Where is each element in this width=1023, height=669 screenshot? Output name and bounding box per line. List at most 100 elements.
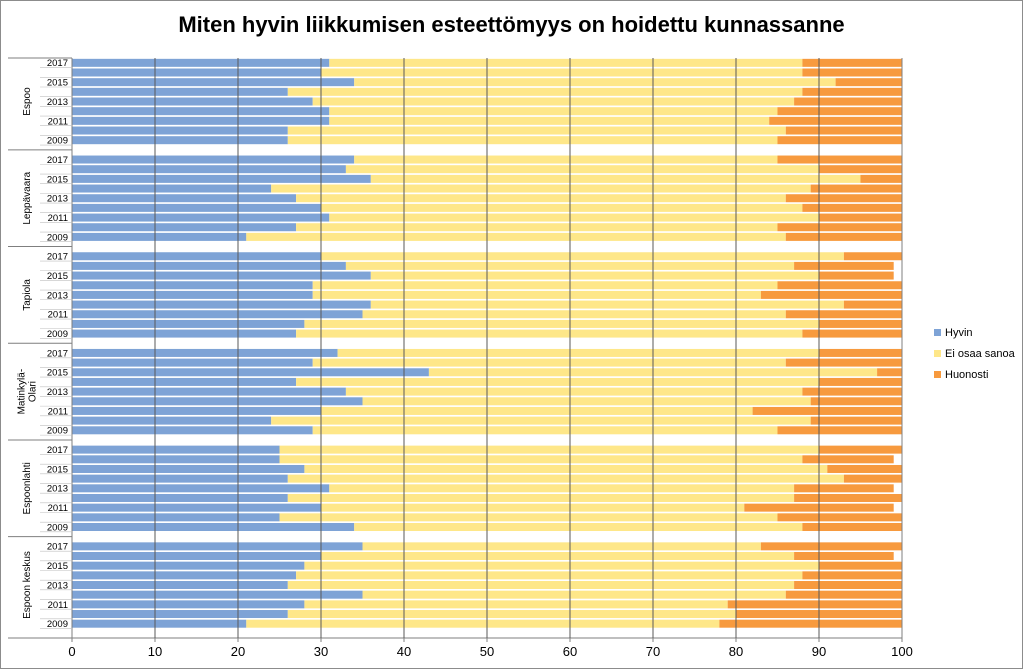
bar-huonosti: [843, 252, 902, 261]
bar-hyvin: [72, 203, 321, 212]
grid-lines: [154, 58, 903, 638]
bar-huonosti: [752, 406, 902, 415]
bar-huonosti: [819, 319, 902, 328]
bar-ei-osaa-sanoa: [296, 329, 803, 338]
bar-huonosti: [802, 58, 902, 67]
bar-ei-osaa-sanoa: [329, 116, 770, 125]
bar-huonosti: [802, 387, 902, 396]
bar-ei-osaa-sanoa: [287, 474, 844, 483]
bar-ei-osaa-sanoa: [312, 426, 778, 435]
bar-hyvin: [72, 319, 305, 328]
bar-ei-osaa-sanoa: [279, 513, 778, 522]
bar-ei-osaa-sanoa: [287, 136, 778, 145]
group-label: Matinkylä-: [17, 369, 28, 415]
year-label: 2009: [47, 619, 68, 630]
bar-hyvin: [72, 97, 313, 106]
bar-hyvin: [72, 513, 280, 522]
bar-hyvin: [72, 252, 321, 261]
bar-hyvin: [72, 261, 346, 270]
bar-hyvin: [72, 377, 297, 386]
year-label: 2017: [47, 155, 68, 166]
bar-ei-osaa-sanoa: [296, 571, 803, 580]
bar-huonosti: [802, 329, 902, 338]
year-label: 2015: [47, 368, 68, 379]
bar-huonosti: [819, 165, 902, 174]
x-tick-label: 70: [646, 644, 660, 659]
bar-ei-osaa-sanoa: [370, 300, 844, 309]
bar-hyvin: [72, 571, 297, 580]
bar-ei-osaa-sanoa: [287, 126, 786, 135]
year-label: 2017: [47, 252, 68, 263]
bar-ei-osaa-sanoa: [354, 78, 836, 87]
bar-hyvin: [72, 464, 305, 473]
bar-hyvin: [72, 300, 371, 309]
bar-huonosti: [727, 600, 902, 609]
bar-huonosti: [719, 619, 902, 628]
bar-hyvin: [72, 445, 280, 454]
legend-swatch: [934, 350, 941, 357]
bar-ei-osaa-sanoa: [304, 319, 819, 328]
bar-hyvin: [72, 600, 305, 609]
bar-huonosti: [777, 223, 902, 232]
bar-ei-osaa-sanoa: [321, 203, 803, 212]
bar-hyvin: [72, 107, 330, 116]
group-label: Espoo: [22, 87, 33, 116]
bar-huonosti: [819, 561, 902, 570]
bar-huonosti: [810, 397, 902, 406]
bar-ei-osaa-sanoa: [312, 358, 786, 367]
bar-huonosti: [785, 590, 902, 599]
bar-huonosti: [785, 358, 902, 367]
bar-huonosti: [843, 300, 902, 309]
bar-hyvin: [72, 474, 288, 483]
bar-huonosti: [802, 523, 902, 531]
bar-huonosti: [835, 78, 902, 87]
x-tick-label: 30: [314, 644, 328, 659]
bar-huonosti: [802, 68, 902, 77]
year-label: 2013: [47, 194, 68, 205]
bar-hyvin: [72, 590, 363, 599]
year-label: 2013: [47, 290, 68, 301]
bar-hyvin: [72, 523, 355, 531]
year-label: 2013: [47, 484, 68, 495]
bar-huonosti: [819, 271, 894, 280]
bar-huonosti: [810, 184, 902, 193]
bar-hyvin: [72, 290, 313, 299]
bar-hyvin: [72, 155, 355, 164]
year-label: 2009: [47, 426, 68, 437]
bar-ei-osaa-sanoa: [362, 310, 786, 319]
year-label: 2015: [47, 174, 68, 185]
year-label: 2013: [47, 580, 68, 591]
bar-ei-osaa-sanoa: [279, 455, 803, 464]
bar-hyvin: [72, 136, 288, 145]
bar-ei-osaa-sanoa: [321, 252, 844, 261]
bar-ei-osaa-sanoa: [304, 561, 819, 570]
bar-huonosti: [819, 377, 902, 386]
year-label: 2015: [47, 464, 68, 475]
bar-ei-osaa-sanoa: [287, 87, 803, 96]
year-label: 2009: [47, 329, 68, 340]
bar-ei-osaa-sanoa: [345, 165, 819, 174]
year-label: 2009: [47, 232, 68, 243]
bar-ei-osaa-sanoa: [329, 58, 803, 67]
bar-hyvin: [72, 78, 355, 87]
bar-huonosti: [777, 281, 902, 290]
bar-huonosti: [785, 194, 902, 203]
x-tick-label: 60: [563, 644, 577, 659]
bar-huonosti: [819, 348, 902, 357]
bar-huonosti: [785, 126, 902, 135]
year-label: 2009: [47, 522, 68, 533]
bar-huonosti: [794, 581, 902, 590]
bar-hyvin: [72, 368, 429, 377]
year-label: 2015: [47, 271, 68, 282]
bar-huonosti: [794, 552, 894, 560]
bar-huonosti: [794, 261, 894, 270]
x-tick-label: 90: [812, 644, 826, 659]
bar-hyvin: [72, 348, 338, 357]
bar-hyvin: [72, 232, 247, 241]
bar-huonosti: [802, 87, 902, 96]
bar-hyvin: [72, 552, 321, 560]
bar-ei-osaa-sanoa: [246, 232, 786, 241]
bar-huonosti: [843, 474, 902, 483]
bar-ei-osaa-sanoa: [321, 406, 753, 415]
